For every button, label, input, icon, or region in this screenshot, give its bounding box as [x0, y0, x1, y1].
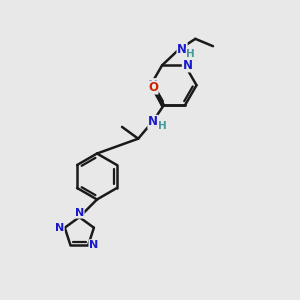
Text: N: N: [75, 208, 84, 218]
Text: N: N: [148, 79, 158, 92]
Text: N: N: [55, 223, 64, 233]
Text: N: N: [148, 116, 158, 128]
Text: H: H: [158, 121, 167, 131]
Text: N: N: [89, 240, 98, 250]
Text: O: O: [148, 81, 158, 94]
Text: H: H: [186, 49, 195, 58]
Text: N: N: [182, 59, 192, 72]
Text: N: N: [177, 43, 187, 56]
